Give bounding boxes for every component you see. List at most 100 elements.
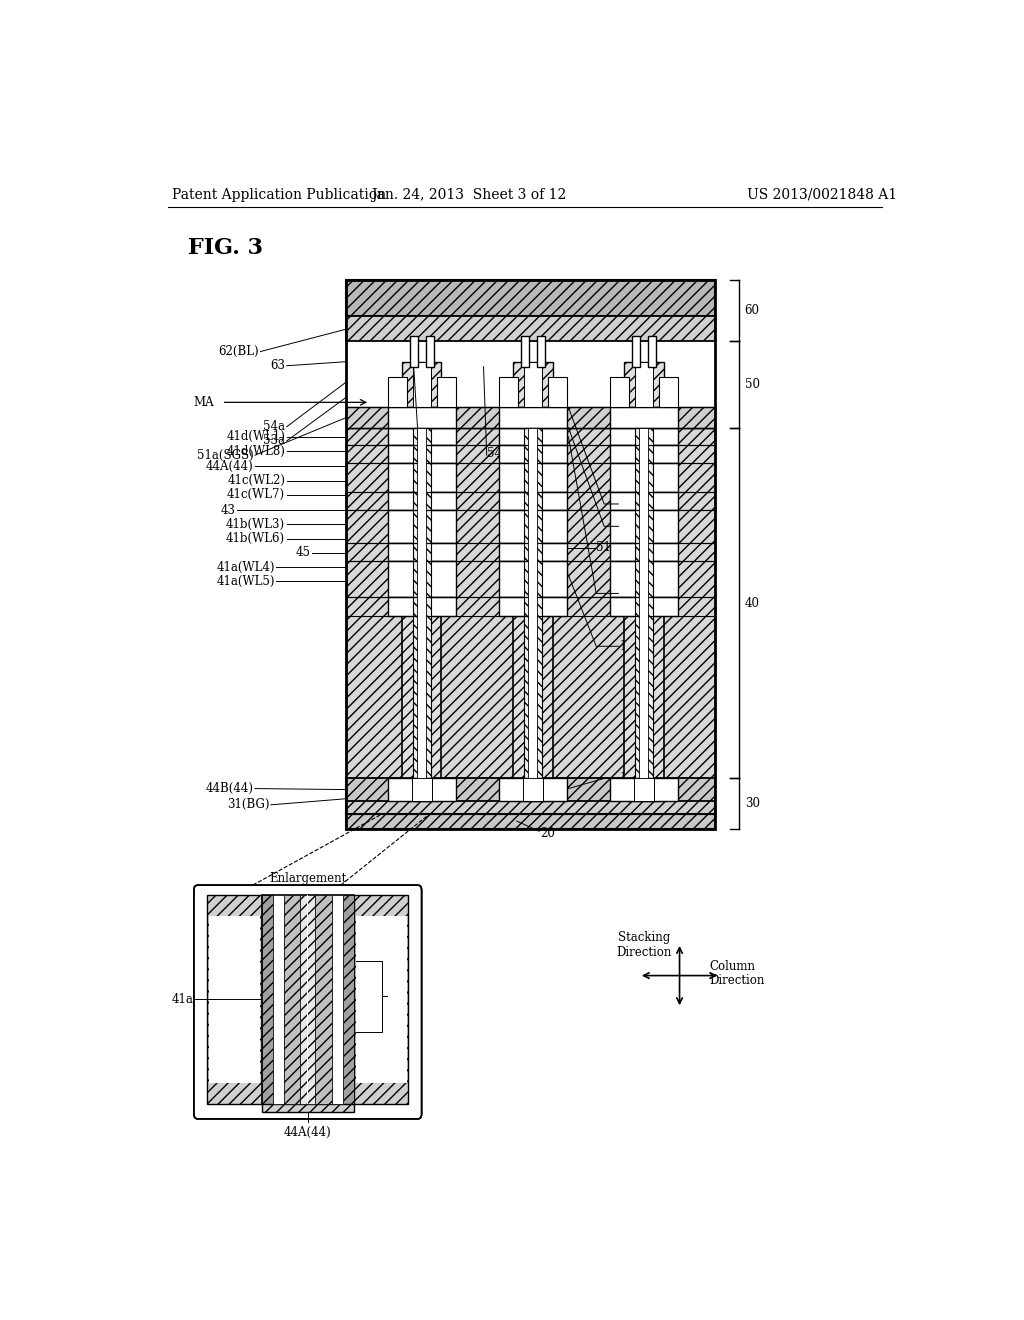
Bar [387, 598, 456, 615]
Text: 54b: 54b [486, 446, 509, 459]
Bar [346, 779, 715, 814]
Bar [417, 428, 426, 779]
Bar [499, 543, 567, 561]
Text: 41c(WL7): 41c(WL7) [227, 488, 285, 502]
Text: 62(BL): 62(BL) [218, 345, 259, 358]
Bar [521, 337, 528, 367]
Text: Jan. 24, 2013  Sheet 3 of 12: Jan. 24, 2013 Sheet 3 of 12 [372, 187, 567, 202]
Bar [499, 598, 567, 615]
Bar [354, 895, 409, 1104]
Text: 41d(WL8): 41d(WL8) [226, 445, 285, 458]
Bar [628, 779, 659, 801]
Bar [523, 779, 543, 801]
Bar [387, 378, 407, 408]
Bar [261, 895, 272, 1104]
Text: MTr5-8: MTr5-8 [620, 640, 665, 653]
Bar [413, 428, 430, 779]
Text: 43c: 43c [357, 1020, 379, 1030]
Bar [300, 895, 315, 1104]
Bar [648, 337, 655, 367]
Bar [624, 428, 664, 779]
Text: 53b: 53b [419, 446, 442, 459]
Bar [315, 895, 332, 1104]
Bar [609, 378, 629, 408]
Text: MA: MA [194, 396, 214, 409]
Bar [346, 428, 715, 779]
Text: Patent Application Publication: Patent Application Publication [172, 187, 386, 202]
Text: 20: 20 [541, 826, 556, 840]
Text: 41a: 41a [172, 993, 194, 1006]
Bar [639, 428, 648, 779]
Text: SSTr: SSTr [620, 498, 649, 511]
FancyBboxPatch shape [194, 886, 422, 1119]
Text: 53a: 53a [263, 434, 285, 447]
Bar [332, 895, 343, 1104]
Bar [635, 362, 652, 408]
Bar [410, 337, 418, 367]
Text: 44A(44): 44A(44) [206, 459, 253, 473]
Bar [499, 779, 567, 801]
Bar [609, 408, 678, 428]
Bar [634, 779, 653, 801]
Bar [609, 598, 678, 615]
Bar [624, 362, 664, 408]
Bar [387, 561, 456, 598]
Bar [387, 543, 456, 561]
Text: 60: 60 [744, 305, 760, 317]
Bar [513, 428, 553, 779]
Text: 41d(WL1): 41d(WL1) [226, 430, 285, 444]
Bar [609, 463, 678, 492]
Bar [524, 362, 542, 408]
Text: 41b(WL6): 41b(WL6) [226, 532, 285, 545]
Text: US 2013/0021848 A1: US 2013/0021848 A1 [748, 187, 897, 202]
Bar [300, 895, 315, 1104]
Text: Direction: Direction [710, 974, 765, 987]
Bar [499, 428, 567, 445]
Bar [387, 463, 456, 492]
Text: 41c(WL2): 41c(WL2) [227, 474, 285, 487]
Bar [436, 378, 456, 408]
Text: 44B(44): 44B(44) [206, 781, 253, 795]
Text: 61(SL): 61(SL) [596, 292, 636, 305]
Text: 54a: 54a [263, 420, 285, 433]
Bar [355, 916, 407, 1084]
Bar [387, 445, 456, 463]
Text: 41b(WL3): 41b(WL3) [226, 517, 285, 531]
Bar [387, 510, 456, 543]
Bar [499, 561, 567, 598]
Text: 51b(SGD): 51b(SGD) [596, 541, 655, 554]
Bar [412, 779, 431, 801]
Bar [499, 492, 567, 510]
Text: 40: 40 [744, 597, 760, 610]
Text: Column: Column [710, 960, 756, 973]
Bar [524, 428, 542, 779]
Bar [635, 428, 652, 779]
Text: 41a(WL5): 41a(WL5) [216, 574, 274, 587]
Bar [284, 895, 300, 1104]
Bar [387, 779, 456, 801]
Bar [387, 492, 456, 510]
Text: 45: 45 [296, 546, 310, 560]
Bar [261, 895, 354, 1104]
Bar [401, 428, 441, 779]
Bar [609, 543, 678, 561]
Bar [406, 779, 437, 801]
Bar [426, 337, 433, 367]
Bar [413, 362, 430, 408]
Bar [609, 428, 678, 445]
Text: Enlargement: Enlargement [269, 871, 346, 884]
Bar [632, 337, 640, 367]
Text: MTr1-4: MTr1-4 [620, 587, 665, 599]
Text: 43: 43 [220, 503, 236, 516]
Bar [209, 916, 260, 1084]
Bar [499, 463, 567, 492]
Text: 30: 30 [744, 797, 760, 810]
Bar [346, 408, 715, 428]
Bar [387, 428, 456, 445]
Text: 43: 43 [386, 999, 400, 1010]
Bar [207, 895, 261, 1104]
Bar [499, 378, 518, 408]
Bar [517, 779, 549, 801]
Text: SDTr: SDTr [620, 520, 651, 533]
Text: 43b: 43b [357, 985, 379, 994]
